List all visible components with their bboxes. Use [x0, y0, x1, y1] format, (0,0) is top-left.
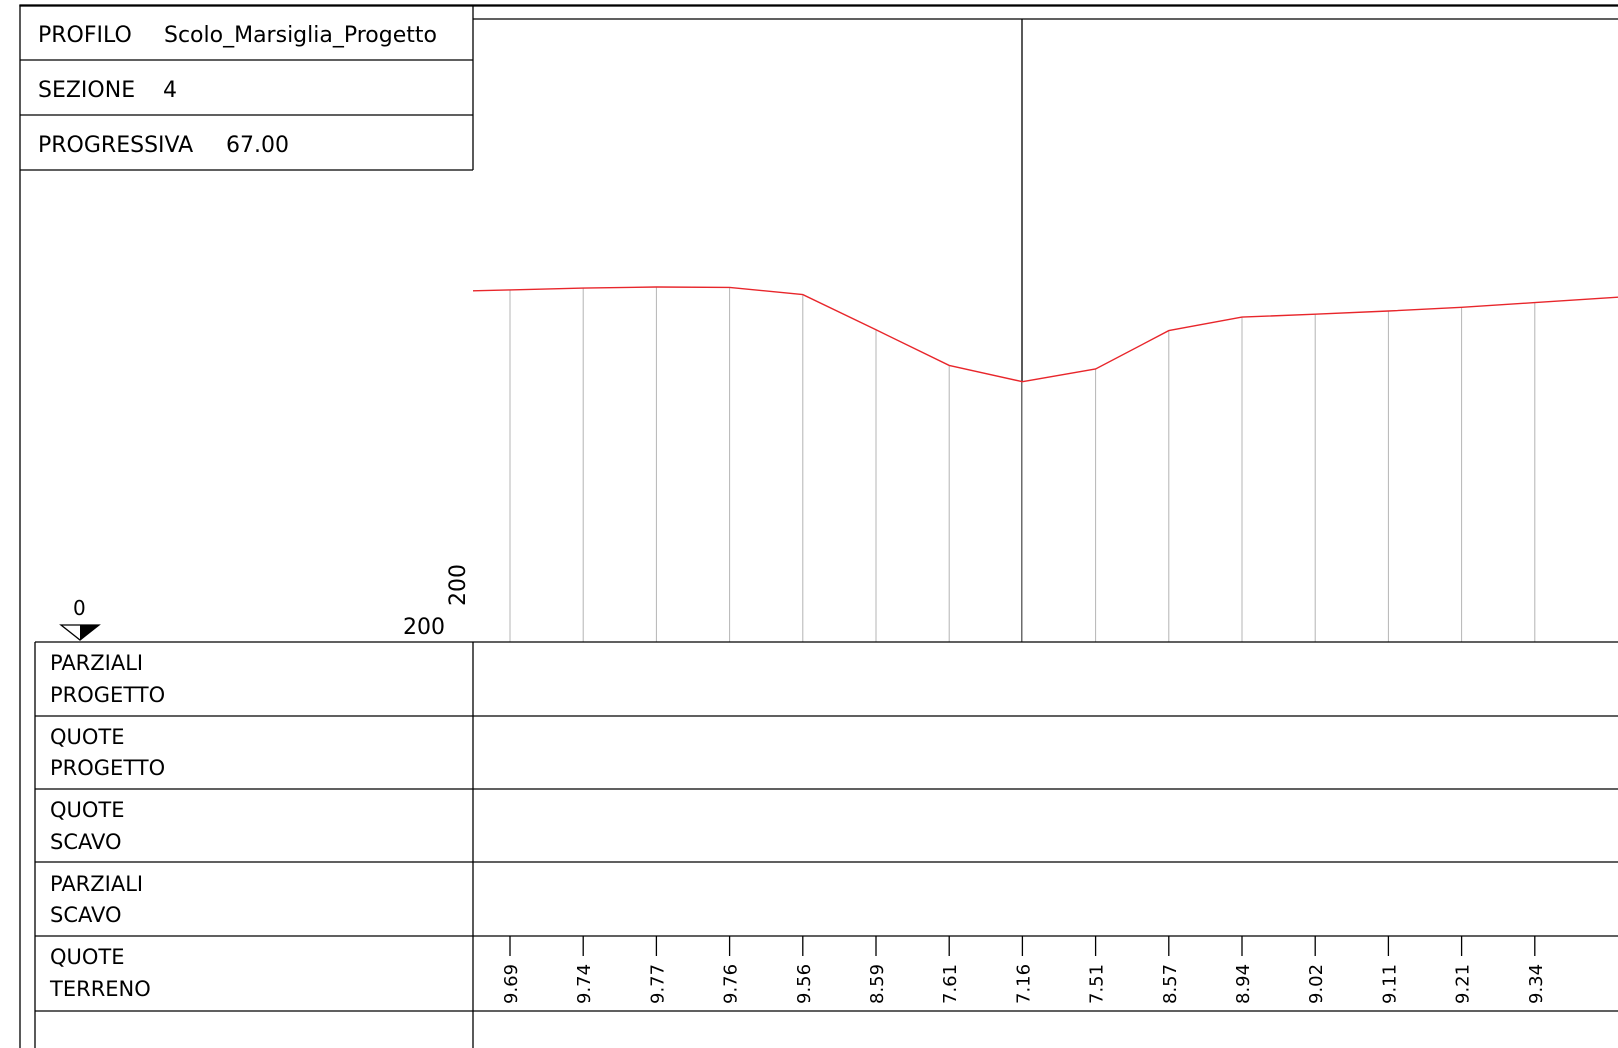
row-label-parziali-scavo-2: SCAVO [50, 903, 122, 927]
ordinate-lines [509, 287, 1536, 642]
quote-terreno-value: 9.74 [574, 964, 595, 1004]
quote-terreno-value: 9.69 [501, 964, 522, 1004]
quote-terreno-value: 9.34 [1526, 964, 1547, 1004]
scale-vertical-label: 200 [446, 564, 471, 606]
quote-terreno-value: 9.11 [1379, 964, 1400, 1004]
quote-terreno-value: 9.76 [721, 964, 742, 1004]
scale-horizontal-label: 200 [403, 615, 445, 640]
sezione-label: SEZIONE [38, 78, 135, 103]
profilo-label: PROFILO [38, 23, 132, 48]
scale-zero-label: 0 [73, 596, 86, 620]
quote-terreno-value: 9.77 [647, 964, 668, 1004]
row-label-quote-scavo-2: SCAVO [50, 830, 122, 854]
row-label-quote-progetto-1: QUOTE [50, 725, 125, 749]
quote-terreno-value: 9.56 [794, 964, 815, 1004]
profilo-value: Scolo_Marsiglia_Progetto [164, 23, 437, 48]
quote-terreno-value: 7.51 [1087, 964, 1108, 1004]
quote-terreno-value: 8.94 [1233, 964, 1254, 1004]
progressiva-label: PROGRESSIVA [38, 133, 193, 158]
quote-terreno-ticks: 9.69 9.74 9.77 9.76 9.56 8.59 7.61 7.16 7.51 8.57… [501, 936, 1547, 1004]
reference-marker-fill [80, 625, 99, 640]
quote-terreno-value: 8.57 [1160, 964, 1181, 1004]
row-label-quote-terreno-2: TERRENO [49, 977, 151, 1001]
row-label-parziali-progetto-1: PARZIALI [50, 651, 143, 675]
terrain-profile-line [472, 286, 1618, 383]
row-label-parziali-progetto-2: PROGETTO [50, 683, 165, 707]
header-table [19, 4, 1618, 1048]
quote-terreno-value: 9.21 [1453, 964, 1474, 1004]
row-label-quote-terreno-1: QUOTE [50, 945, 125, 969]
data-table [34, 641, 1618, 1048]
quote-terreno-value: 8.59 [867, 964, 888, 1004]
reference-scale: 0 200 200 [59, 564, 471, 641]
quote-terreno-value: 7.16 [1013, 964, 1034, 1004]
data-table-labels: PARZIALI PROGETTO QUOTE PROGETTO QUOTE S… [49, 651, 165, 1001]
progressiva-value: 67.00 [226, 133, 289, 158]
quote-terreno-value: 7.61 [940, 964, 961, 1004]
row-label-parziali-scavo-1: PARZIALI [50, 872, 143, 896]
row-label-quote-progetto-2: PROGETTO [50, 756, 165, 780]
sezione-value: 4 [163, 78, 177, 103]
quote-terreno-value: 9.02 [1306, 964, 1327, 1004]
row-label-quote-scavo-1: QUOTE [50, 798, 125, 822]
